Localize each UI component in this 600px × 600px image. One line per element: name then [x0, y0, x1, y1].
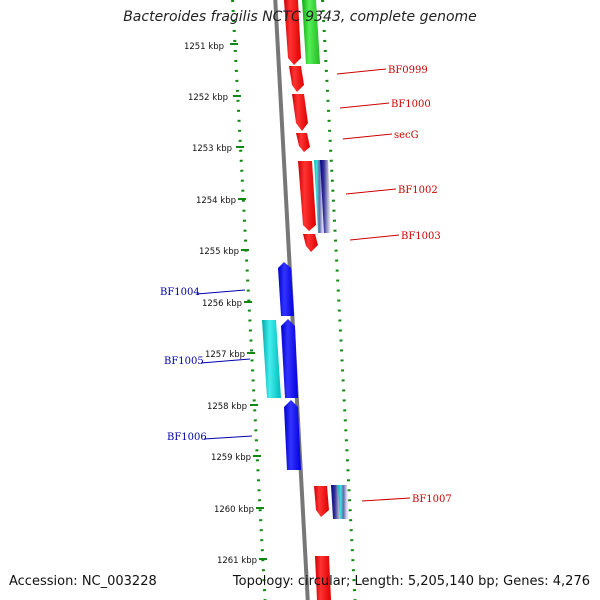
gene-label-secG[interactable]: secG	[394, 130, 419, 141]
label-leader	[349, 234, 400, 241]
gene-label-bf1002[interactable]: BF1002	[398, 185, 438, 196]
track-dotted-line	[321, 0, 357, 600]
label-leader	[361, 497, 411, 502]
gene-arrow-bf1004[interactable]	[278, 262, 294, 316]
gene-label-bf1006[interactable]: BF1006	[167, 432, 207, 443]
forward-genes	[284, 0, 349, 600]
label-leader	[336, 68, 387, 75]
gene-arrow-bottom[interactable]	[315, 556, 331, 600]
accession-text: Accession: NC_003228	[9, 574, 157, 589]
reverse-genes	[262, 262, 301, 470]
gene-arrow-bf0999[interactable]	[284, 0, 301, 65]
tick-label: 1260 kbp	[214, 505, 254, 515]
label-leader	[196, 289, 246, 295]
gene-arrow-bf1005-cyan[interactable]	[262, 320, 281, 398]
forward-labels: BF0999 BF1000 secG BF1002 BF1003 BF1007	[336, 65, 452, 505]
gene-arrow-green[interactable]	[302, 0, 320, 64]
label-leader	[342, 133, 393, 140]
gene-arrow-bf1002[interactable]	[298, 161, 316, 231]
gene-arrow-bf1006[interactable]	[284, 400, 301, 470]
tick-label: 1254 kbp	[196, 196, 236, 206]
gene-label-bf1007[interactable]: BF1007	[412, 494, 452, 505]
tick-marks	[230, 43, 267, 560]
tick-label: 1258 kbp	[207, 402, 247, 412]
topology-text: Topology: circular; Length: 5,205,140 bp…	[232, 574, 590, 589]
gene-arrow-bf1003[interactable]	[303, 234, 318, 252]
tick-label: 1255 kbp	[199, 247, 239, 257]
gene-arrow-bf1000[interactable]	[289, 66, 304, 92]
gene-arrow-mixed-4[interactable]	[338, 485, 349, 519]
gene-label-bf1004[interactable]: BF1004	[160, 287, 200, 298]
gene-label-bf1000[interactable]: BF1000	[391, 99, 431, 110]
gene-label-bf1005[interactable]: BF1005	[164, 356, 204, 367]
tick-label: 1257 kbp	[205, 350, 245, 360]
gene-arrow-bf1007[interactable]	[314, 486, 329, 517]
label-leader	[203, 435, 253, 440]
gene-arrow-bf1001[interactable]	[292, 94, 308, 131]
track-boundaries	[231, 0, 357, 600]
gene-label-bf0999[interactable]: BF0999	[388, 65, 428, 76]
label-leader	[345, 188, 397, 195]
gene-label-bf1003[interactable]: BF1003	[401, 231, 441, 242]
gene-arrow-secG[interactable]	[296, 133, 310, 152]
track-dotted-line	[231, 0, 267, 600]
tick-label: 1259 kbp	[211, 453, 251, 463]
tick-label: 1253 kbp	[192, 144, 232, 154]
tick-label: 1261 kbp	[217, 556, 257, 566]
tick-label: 1252 kbp	[188, 93, 228, 103]
tick-label: 1256 kbp	[202, 299, 242, 309]
label-leader	[339, 102, 390, 109]
reverse-labels: BF1004 BF1005 BF1006	[160, 287, 253, 443]
page-title: Bacteroides fragilis NCTC 9343, complete…	[123, 9, 477, 25]
gene-arrow-bf1005[interactable]	[281, 319, 298, 398]
tick-label: 1251 kbp	[184, 42, 224, 52]
label-leader	[200, 358, 251, 364]
gene-arrow-mixed-2[interactable]	[320, 160, 331, 233]
